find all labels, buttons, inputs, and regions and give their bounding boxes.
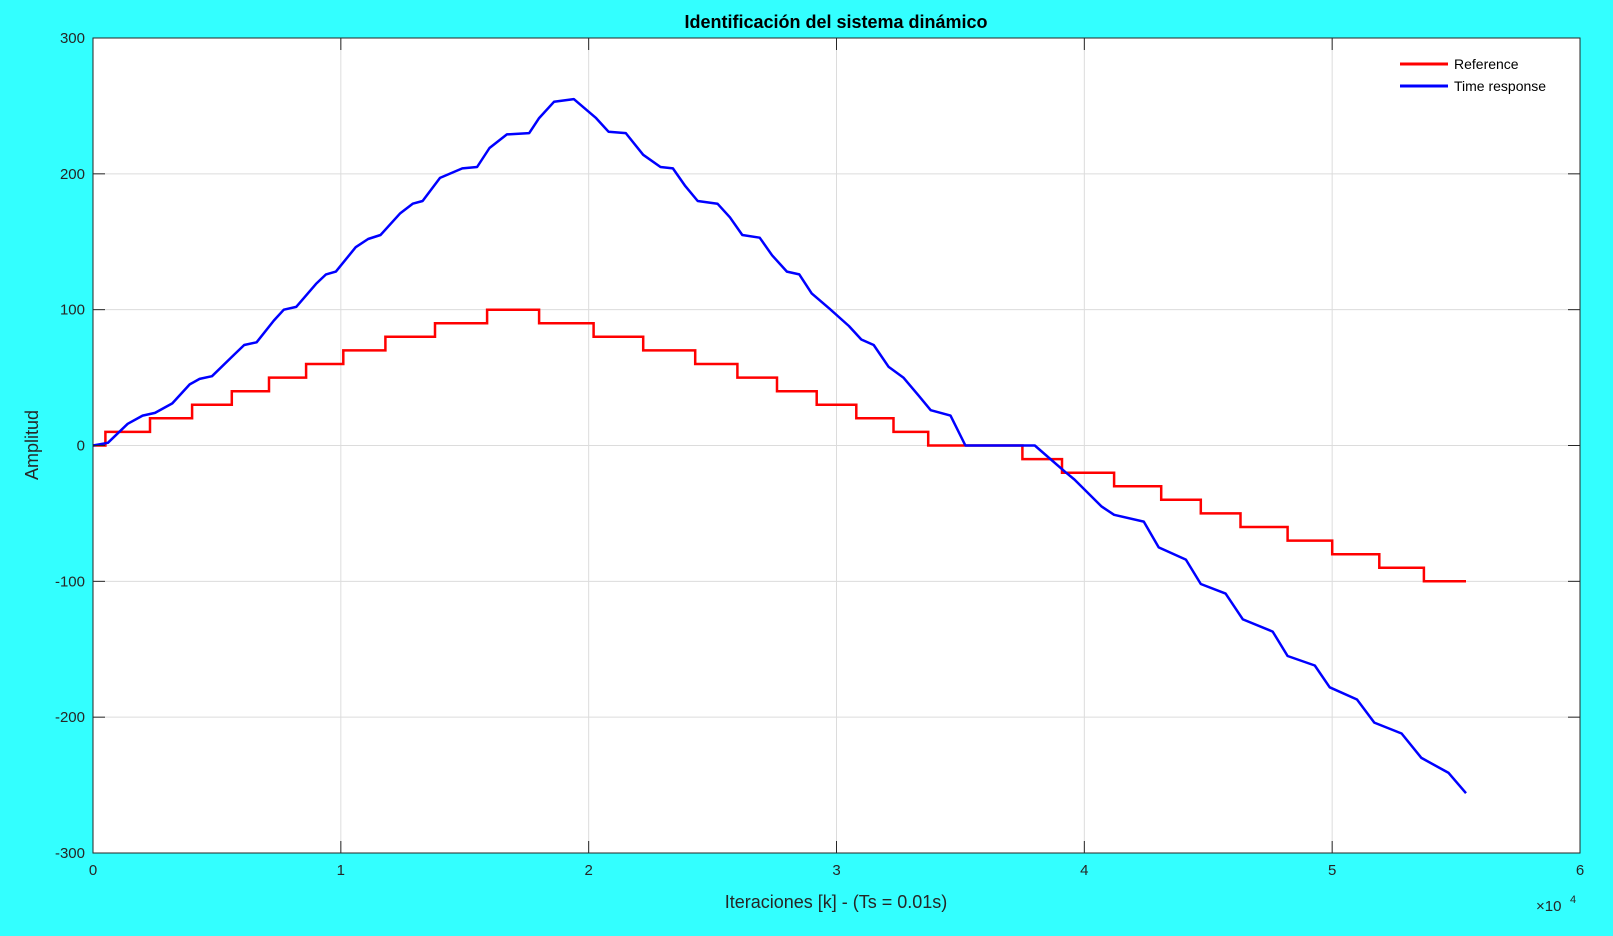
x-axis-label: Iteraciones [k] - (Ts = 0.01s) xyxy=(725,892,948,912)
x-tick-label: 1 xyxy=(337,862,345,879)
legend-label-reference: Reference xyxy=(1454,56,1519,72)
y-tick-label: -300 xyxy=(55,845,85,862)
y-tick-label: 100 xyxy=(60,302,85,319)
y-tick-label: 300 xyxy=(60,30,85,47)
y-tick-label: 0 xyxy=(77,438,85,455)
x-tick-label: 0 xyxy=(89,862,97,879)
ticks xyxy=(92,37,1581,854)
chart-title: Identificación del sistema dinámico xyxy=(684,12,987,32)
x-tick-label: 2 xyxy=(584,862,592,879)
legend-label-time-response: Time response xyxy=(1454,78,1546,94)
x-tick-label: 5 xyxy=(1328,862,1336,879)
series-line-time-response xyxy=(92,97,1467,795)
x-tick-label: 3 xyxy=(832,862,840,879)
x-exponent-power: 4 xyxy=(1570,894,1576,906)
y-tick-label: -200 xyxy=(55,709,85,726)
y-tick-label: -100 xyxy=(55,573,85,590)
legend-box xyxy=(1390,50,1570,100)
x-exponent: ×10 4 xyxy=(1536,894,1576,915)
x-exponent-base: ×10 xyxy=(1536,898,1561,915)
tick-labels: 0 1 2 3 4 5 6 -300 -200 -100 0 100 200 300 xyxy=(55,30,1584,879)
x-tick-label: 4 xyxy=(1080,862,1088,879)
legend: Reference Time response xyxy=(1390,50,1570,100)
series-line-reference xyxy=(93,308,1466,583)
x-tick-label: 6 xyxy=(1576,862,1584,879)
series-layer xyxy=(92,97,1467,795)
y-tick-label: 200 xyxy=(60,166,85,183)
y-axis-label: Amplitud xyxy=(22,410,42,480)
